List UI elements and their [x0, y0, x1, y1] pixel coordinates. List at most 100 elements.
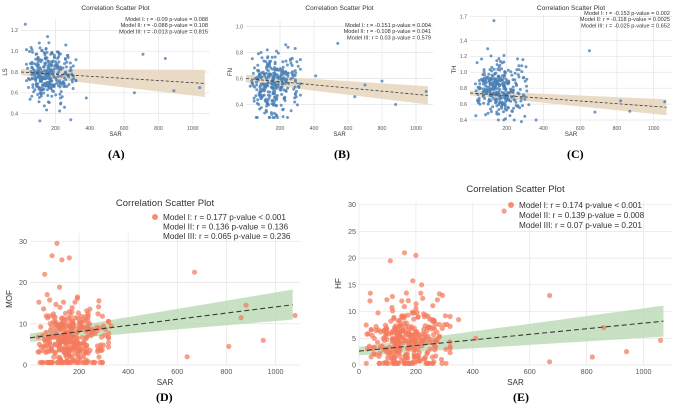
data-point: [30, 60, 34, 64]
data-point: [388, 318, 394, 324]
data-point: [284, 59, 288, 63]
data-point: [495, 63, 499, 67]
data-point: [488, 88, 492, 92]
data-point: [497, 57, 501, 61]
data-point: [547, 359, 553, 365]
data-point: [512, 98, 516, 102]
data-point: [67, 359, 73, 365]
data-point: [72, 299, 78, 305]
data-point: [57, 55, 61, 59]
data-point: [75, 310, 81, 316]
data-point: [184, 354, 190, 360]
data-point: [58, 92, 62, 96]
data-point: [64, 43, 68, 47]
y-tick-label: 0.6: [11, 91, 18, 97]
data-point: [33, 62, 37, 66]
chart-title: Correlation Scatter Plot: [305, 5, 373, 12]
data-point: [511, 90, 515, 94]
data-point: [619, 99, 623, 103]
data-point: [47, 327, 54, 333]
data-point: [502, 84, 506, 88]
data-point: [289, 109, 293, 113]
data-point: [54, 76, 58, 80]
data-point: [54, 240, 60, 246]
data-point: [368, 354, 374, 360]
data-point: [141, 52, 145, 56]
data-point: [502, 110, 505, 114]
data-point: [389, 304, 395, 311]
data-point: [430, 303, 436, 309]
data-point: [38, 66, 42, 70]
data-point: [96, 298, 102, 304]
y-tick-label: 1.2: [11, 28, 18, 34]
chart-title: Correlation Scatter Plot: [116, 198, 215, 209]
trend-line: [358, 320, 664, 352]
data-point: [513, 71, 517, 75]
data-point: [280, 92, 284, 96]
data-point: [41, 306, 47, 312]
data-point: [504, 71, 507, 74]
data-point: [511, 85, 515, 89]
data-point: [57, 70, 61, 74]
data-point: [255, 80, 258, 84]
x-axis-label: SAR: [157, 378, 174, 387]
data-point: [30, 73, 34, 77]
data-point: [281, 115, 285, 119]
data-point: [286, 116, 289, 119]
x-tick-label: 1000: [187, 126, 199, 132]
data-point: [522, 75, 526, 79]
data-point: [436, 291, 443, 297]
data-point: [36, 55, 40, 59]
data-point: [96, 304, 102, 310]
x-tick-label: 400: [310, 126, 319, 132]
data-point: [267, 72, 271, 76]
data-point: [519, 96, 523, 100]
data-point: [628, 109, 632, 113]
data-point: [266, 84, 270, 88]
data-point: [58, 52, 62, 56]
data-point: [295, 89, 298, 93]
data-point: [488, 81, 492, 85]
data-point: [46, 35, 50, 39]
data-point: [293, 78, 297, 82]
y-tick-label: 0.4: [236, 102, 243, 108]
data-point: [481, 78, 485, 82]
data-point: [260, 96, 263, 100]
data-point: [64, 346, 70, 352]
data-point: [490, 110, 493, 114]
data-point: [67, 83, 71, 86]
data-point: [259, 106, 263, 110]
data-point: [521, 93, 525, 97]
data-point: [52, 349, 58, 355]
data-point: [46, 59, 50, 63]
data-point: [490, 69, 494, 73]
data-point: [395, 318, 401, 324]
data-point: [510, 73, 514, 77]
data-point: [105, 340, 112, 346]
x-axis-label: SAR: [507, 378, 524, 387]
data-point: [502, 87, 506, 91]
data-point: [505, 79, 509, 83]
data-point: [52, 342, 58, 348]
data-point: [516, 57, 519, 61]
data-point: [30, 76, 34, 80]
data-point: [487, 85, 491, 89]
data-point: [70, 80, 74, 84]
data-point: [377, 344, 383, 350]
data-point: [48, 359, 55, 366]
x-tick-label: 600: [576, 126, 585, 132]
data-point: [265, 48, 269, 52]
data-point: [483, 73, 487, 77]
legend-entry: Model I: r = 0.177 p-value < 0.001: [163, 213, 286, 222]
data-point: [534, 118, 538, 122]
data-point: [64, 58, 67, 61]
data-point: [67, 323, 73, 329]
data-point: [501, 81, 505, 85]
data-point: [264, 60, 268, 64]
data-point: [499, 101, 502, 105]
data-point: [447, 313, 453, 320]
data-point: [376, 327, 382, 333]
x-tick-label: 800: [378, 126, 387, 132]
data-point: [46, 313, 52, 319]
panel-label-b: (B): [334, 147, 350, 161]
